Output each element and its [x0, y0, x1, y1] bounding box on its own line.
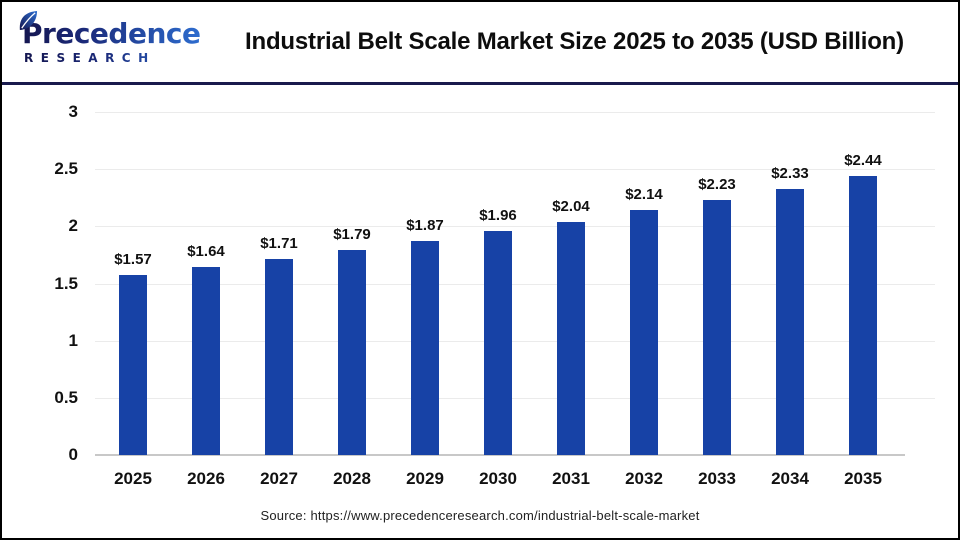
bar-value-label: $2.44 [844, 152, 882, 169]
bar [630, 210, 658, 455]
gridline [95, 112, 935, 113]
bar [484, 231, 512, 455]
x-axis-tick-label: 2025 [114, 469, 152, 488]
y-axis-tick-label: 3 [68, 102, 78, 121]
bar [338, 250, 366, 455]
bar-value-label: $1.57 [114, 251, 152, 268]
source-text: Source: https://www.precedenceresearch.c… [260, 508, 700, 523]
bar [265, 259, 293, 455]
x-axis-tick-label: 2027 [260, 469, 298, 488]
gridline [95, 341, 935, 342]
bar-value-label: $2.14 [625, 186, 663, 203]
bar [849, 176, 877, 455]
bar-value-label: $1.87 [406, 217, 444, 234]
x-axis-tick-label: 2032 [625, 469, 663, 488]
chart-section: 0 0.5 1 1.5 2 2.5 3 $1.57 2025 $1.64 2026 $1.71 2027… [2, 85, 958, 538]
x-axis-tick-label: 2030 [479, 469, 517, 488]
logo-wordmark: Precedence [20, 19, 205, 49]
gridline [95, 284, 935, 285]
bar [557, 222, 585, 455]
y-axis-tick-label: 1.5 [54, 274, 78, 293]
gridline [95, 398, 935, 399]
x-axis-tick-label: 2028 [333, 469, 371, 488]
x-axis-tick-label: 2026 [187, 469, 225, 488]
bar [411, 241, 439, 455]
y-axis-tick-label: 0 [68, 445, 78, 464]
logo-subtitle: RESEARCH [20, 51, 205, 65]
x-axis-tick-label: 2033 [698, 469, 736, 488]
precedence-research-logo: Precedence RESEARCH [19, 10, 205, 65]
bar [703, 200, 731, 455]
x-axis-tick-label: 2034 [771, 469, 809, 488]
bar-value-label: $2.04 [552, 198, 590, 215]
bar-value-label: $1.71 [260, 235, 298, 252]
y-axis-tick-label: 0.5 [54, 388, 78, 407]
bar-value-label: $2.23 [698, 176, 736, 193]
bar [776, 189, 804, 455]
header-divider [2, 82, 958, 85]
x-axis-tick-label: 2029 [406, 469, 444, 488]
y-axis-tick-label: 1 [68, 331, 78, 350]
chart-title: Industrial Belt Scale Market Size 2025 t… [245, 28, 904, 55]
gridline [95, 226, 935, 227]
bar [192, 267, 220, 455]
bar-value-label: $1.79 [333, 226, 371, 243]
y-axis-tick-label: 2 [68, 216, 78, 235]
leaf-icon [19, 10, 38, 31]
x-axis-tick-label: 2035 [844, 469, 882, 488]
bar-value-label: $2.33 [771, 165, 809, 182]
plot-area: 0 0.5 1 1.5 2 2.5 3 $1.57 2025 $1.64 2026 $1.71 2027… [2, 85, 958, 538]
bar [119, 275, 147, 455]
x-axis-tick-label: 2031 [552, 469, 590, 488]
header: Precedence RESEARCH Industrial Belt Scal… [2, 2, 958, 82]
bar-value-label: $1.64 [187, 243, 225, 260]
x-axis-line [95, 454, 905, 456]
gridline [95, 169, 935, 170]
bar-value-label: $1.96 [479, 207, 517, 224]
y-axis-tick-label: 2.5 [54, 159, 78, 178]
